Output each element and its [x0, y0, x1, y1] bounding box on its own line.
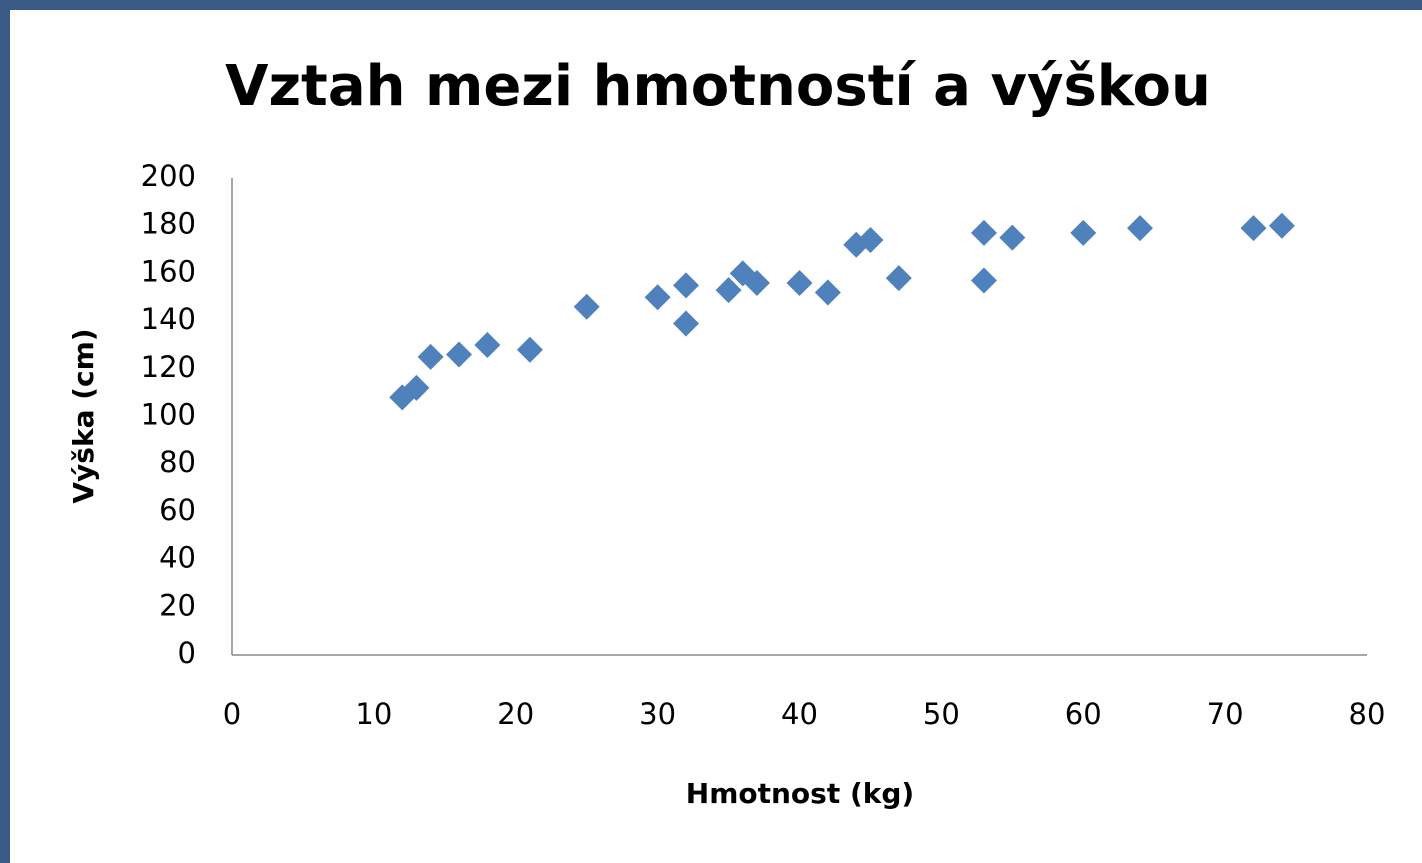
point [715, 277, 742, 304]
point [1268, 212, 1295, 239]
y-tick-label: 160 [141, 254, 196, 288]
y-tick-label: 20 [159, 588, 196, 622]
point [970, 219, 997, 246]
x-tick-label: 80 [1349, 697, 1386, 731]
point [999, 224, 1026, 251]
point [446, 341, 472, 368]
y-tick-label: 40 [159, 541, 196, 575]
y-tick-label: 80 [159, 445, 196, 479]
x-tick-label: 40 [781, 697, 818, 731]
point [474, 331, 501, 358]
chart-area [10, 10, 1422, 863]
point [814, 279, 841, 306]
point [1240, 215, 1267, 242]
point [743, 269, 770, 296]
y-tick-label: 140 [141, 302, 196, 336]
point [885, 265, 912, 292]
point [516, 336, 543, 363]
y-tick-label: 200 [141, 159, 196, 193]
y-tick-label: 60 [159, 493, 196, 527]
x-tick-label: 70 [1207, 697, 1244, 731]
x-tick-label: 50 [923, 697, 960, 731]
point [1070, 219, 1097, 246]
point [857, 227, 884, 254]
x-tick-label: 60 [1065, 697, 1102, 731]
point [417, 343, 444, 370]
x-axis-label: Hmotnost (kg) [686, 777, 914, 810]
x-tick-label: 30 [639, 697, 676, 731]
point [1127, 215, 1153, 242]
chart-title: Vztah mezi hmotností a výškou [225, 54, 1211, 119]
y-tick-label: 100 [141, 398, 196, 432]
x-tick-label: 0 [223, 697, 241, 731]
x-tick-label: 10 [355, 697, 392, 731]
point [673, 272, 699, 299]
point [673, 310, 699, 337]
point [786, 269, 813, 296]
y-axis-label: Výška (cm) [67, 328, 100, 503]
point [970, 267, 997, 294]
point [403, 374, 430, 401]
point [573, 293, 600, 320]
y-tick-label: 0 [178, 636, 196, 670]
x-tick-label: 20 [497, 697, 534, 731]
point [644, 284, 671, 311]
y-tick-label: 120 [141, 350, 196, 384]
y-tick-label: 180 [141, 207, 196, 241]
